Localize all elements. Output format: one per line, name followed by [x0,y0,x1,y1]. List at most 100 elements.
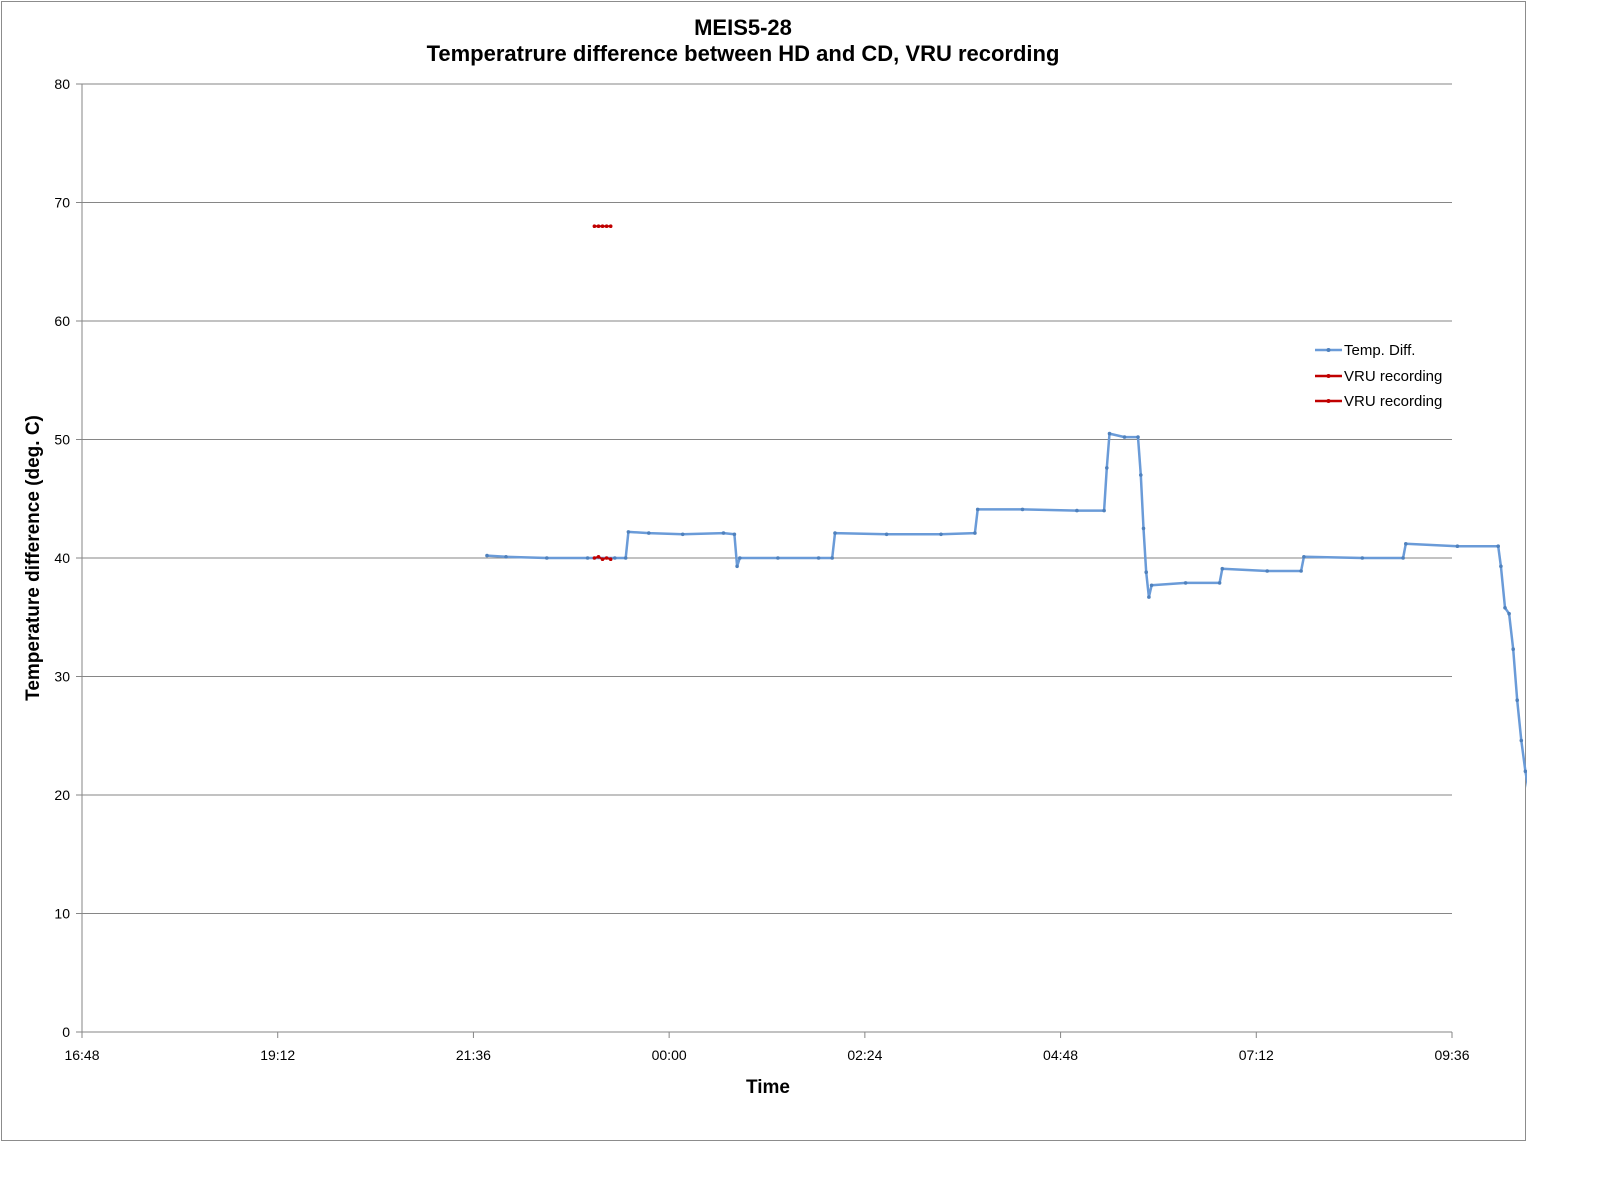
x-tick-label: 19:12 [260,1047,295,1063]
x-tick-label: 02:24 [847,1047,882,1063]
data-point [721,531,726,535]
data-point [1141,526,1146,531]
data-point [1217,581,1222,585]
legend-label-vru-2: VRU recording [1344,393,1442,410]
x-tick-labels: 16:48 19:12 21:36 00:00 02:24 04:48 07:12 09:36 [64,1032,1470,1063]
data-point [608,557,613,561]
data-point [1102,508,1106,513]
y-tick-label: 60 [54,313,70,329]
data-point [1455,544,1460,548]
data-point [1075,508,1079,513]
y-tick-label: 0 [62,1024,70,1040]
data-point [600,557,605,561]
data-point [613,556,617,560]
data-point [975,507,980,512]
data-point [592,224,597,228]
series-2 [592,555,613,561]
data-point [833,531,837,535]
legend-label-temp-diff: Temp. Diff. [1344,342,1415,359]
data-point [626,530,631,534]
data-point [1401,556,1405,560]
legend-marker-vru-2 [1326,399,1331,403]
y-tick-label: 20 [54,787,70,803]
series-line-0 [486,432,1527,788]
legend-item-temp-diff: Temp. Diff. [1315,342,1415,359]
series-1 [592,224,613,228]
data-point [973,531,977,535]
data-point [1507,611,1511,616]
x-tick-label: 16:48 [64,1047,99,1063]
data-point [1511,647,1515,651]
data-point [1299,569,1303,573]
data-point [604,556,609,560]
chart-subtitle: Temperatrure difference between HD and C… [427,41,1060,66]
legend-label-vru-1: VRU recording [1344,368,1442,385]
data-point [592,556,597,560]
gridlines [82,83,1452,914]
data-point [1136,435,1140,439]
data-point [735,564,739,569]
data-point [1107,431,1112,436]
x-tick-label: 00:00 [652,1047,687,1063]
data-point [623,556,628,560]
data-point [1144,570,1148,574]
data-point [585,556,590,560]
legend-marker-vru-1 [1326,374,1331,378]
data-point [1404,542,1408,546]
data-point [1122,435,1127,439]
y-tick-labels: 0 10 20 30 40 50 60 70 80 [54,76,82,1040]
data-point [1523,769,1527,774]
data-point [1265,569,1269,573]
line-chart: MEIS5-28 Temperatrure difference between… [23,15,1527,1098]
chart-area: MEIS5-28 Temperatrure difference between… [1,1,1527,1141]
data-point [545,556,549,560]
data-point [1105,466,1109,470]
legend-item-vru-recording-2: VRU recording [1315,393,1442,410]
y-tick-label: 70 [54,195,70,211]
data-point [596,224,601,228]
data-point [504,555,508,559]
data-point [1496,544,1500,548]
y-tick-label: 50 [54,432,70,448]
data-point [680,532,685,537]
series-0 [485,431,1527,788]
data-point [1515,698,1519,702]
legend-marker-temp-diff [1326,348,1331,352]
x-axis-label: Time [746,1077,790,1098]
data-point [647,531,651,535]
data-point [776,556,780,560]
data-point [732,532,737,537]
y-axis-label: Temperature difference (deg. C) [23,415,44,701]
x-tick-label: 04:48 [1043,1047,1078,1063]
data-point [604,224,609,228]
data-point [485,553,489,558]
y-tick-label: 80 [54,76,70,92]
data-point [1302,555,1306,559]
data-point [1183,581,1188,585]
y-tick-label: 10 [54,906,70,922]
data-point [1147,595,1151,599]
data-point [830,556,834,560]
data-point [596,555,601,559]
legend: Temp. Diff. VRU recording VRU recording [1315,342,1442,410]
data-point [600,224,605,228]
chart-title: MEIS5-28 [694,15,792,40]
data-point [1499,564,1503,569]
data-point [738,556,742,560]
data-point [884,532,889,537]
data-point [1020,507,1025,512]
data-point [1139,473,1143,477]
data-point [1220,566,1225,571]
x-tick-label: 21:36 [456,1047,491,1063]
y-tick-label: 30 [54,669,70,685]
data-point [608,224,613,228]
data-point [1149,583,1154,588]
x-tick-label: 09:36 [1434,1047,1469,1063]
data-point [816,556,821,560]
data-point [939,532,943,537]
series-group [485,224,1527,788]
data-point [1503,606,1507,610]
x-tick-label: 07:12 [1239,1047,1274,1063]
legend-item-vru-recording-1: VRU recording [1315,368,1442,385]
data-point [1519,738,1524,743]
